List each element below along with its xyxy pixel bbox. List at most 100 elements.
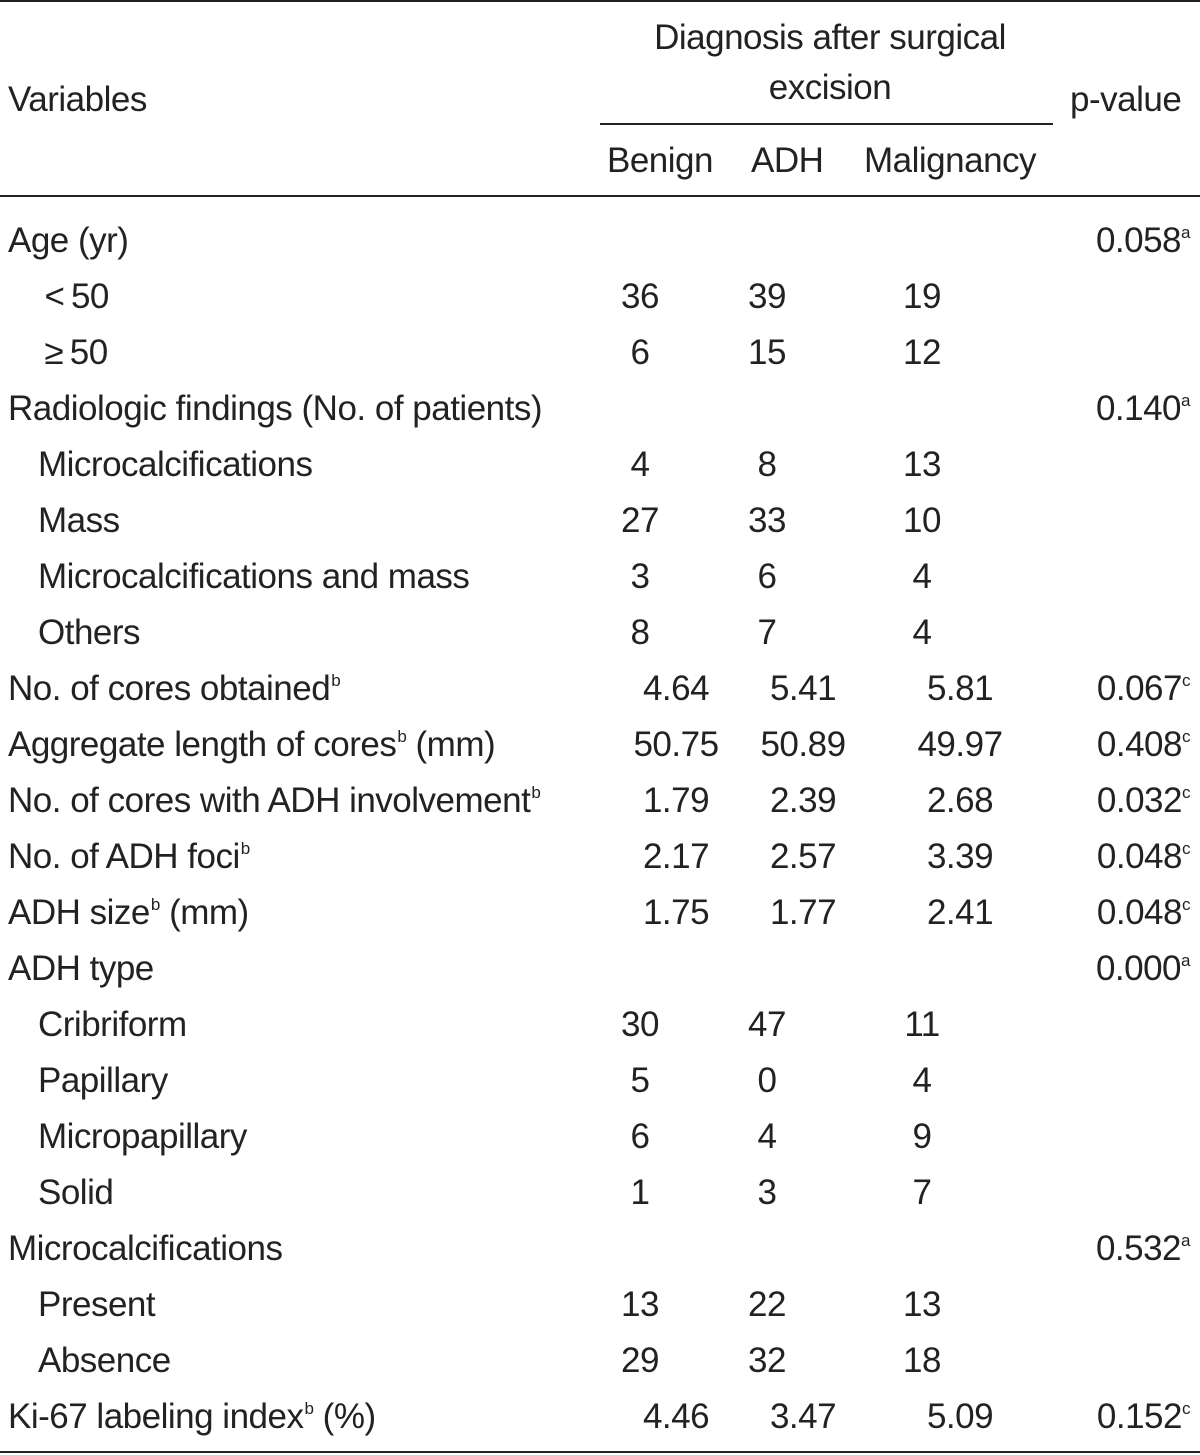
header-group-title-line1: Diagnosis after surgical (654, 18, 1006, 57)
cell-benign: 50.75 (633, 725, 719, 764)
cell-benign: 4 (630, 445, 650, 484)
pvalue-text: 0.408 (1096, 725, 1183, 764)
header-adh: ADH (751, 141, 824, 180)
pvalue-text: 0.532 (1095, 1229, 1182, 1268)
row-label-unit: (%) (313, 1397, 376, 1436)
row-label-text: Radiologic findings (No. of patients) (8, 389, 543, 428)
pvalue-footnote: c (1182, 1399, 1191, 1418)
row-label: Mass (38, 501, 120, 541)
cell-malignancy: 11 (904, 1005, 940, 1044)
cell-benign: 5 (630, 1061, 650, 1100)
row-label-text: Micropapillary (38, 1117, 247, 1156)
cell-malignancy: 18 (903, 1341, 941, 1380)
cell-malignancy: 4 (912, 1061, 932, 1100)
row-label: < 50 (38, 277, 110, 317)
cell-adh: 7 (757, 613, 777, 652)
row-label-footnote: b (304, 1399, 314, 1418)
cell-adh: 1.77 (769, 893, 837, 932)
row-label: Solid (38, 1173, 114, 1213)
pvalue-text: 0.048 (1096, 837, 1183, 876)
cell-adh: 33 (748, 501, 786, 540)
cell-benign: 1 (630, 1173, 650, 1212)
row-label: Age (yr) (8, 221, 129, 261)
cell-benign: 8 (630, 613, 650, 652)
row-label-text: No. of cores with ADH involvement (8, 781, 531, 820)
pvalue-text: 0.140 (1095, 389, 1182, 428)
cell-pvalue: 0.408c (1096, 725, 1191, 771)
cell-benign: 13 (621, 1285, 659, 1324)
pvalue-footnote: a (1181, 223, 1190, 242)
cell-pvalue: 0.048c (1096, 837, 1191, 883)
row-label-footnote: b (531, 783, 541, 802)
cell-benign: 30 (621, 1005, 659, 1044)
row-label: Others (38, 613, 141, 653)
cell-adh: 47 (748, 1005, 786, 1044)
cell-adh: 0 (757, 1061, 777, 1100)
row-label-text: Cribriform (38, 1005, 187, 1044)
row-label: Microcalcifications and mass (38, 557, 470, 597)
row-label-footnote: b (397, 727, 407, 746)
row-label-text: < 50 (38, 277, 110, 316)
header-bottom-rule (0, 195, 1200, 197)
cell-adh: 32 (748, 1341, 786, 1380)
cell-malignancy: 2.41 (926, 893, 994, 932)
header-benign: Benign (607, 141, 713, 180)
row-label: ADH type (8, 949, 154, 989)
row-label: Radiologic findings (No. of patients) (8, 389, 543, 429)
row-label-unit: (mm) (159, 893, 249, 932)
header-variables: Variables (8, 80, 147, 119)
pvalue-text: 0.152 (1096, 1397, 1183, 1436)
cell-malignancy: 49.97 (917, 725, 1003, 764)
row-label: Cribriform (38, 1005, 187, 1045)
row-label: Papillary (38, 1061, 168, 1101)
row-label: Ki-67 labeling indexb (%) (8, 1397, 376, 1443)
cell-malignancy: 12 (903, 333, 941, 372)
cell-pvalue: 0.067c (1096, 669, 1191, 715)
cell-benign: 6 (630, 333, 650, 372)
pvalue-footnote: c (1182, 783, 1191, 802)
header-group-title-line2: excision (768, 68, 892, 107)
row-label: ADH sizeb (mm) (8, 893, 249, 939)
pvalue-text: 0.067 (1096, 669, 1183, 708)
bottom-rule (0, 1451, 1200, 1453)
row-label-text: Papillary (38, 1061, 168, 1100)
cell-adh: 4 (757, 1117, 777, 1156)
cell-adh: 15 (748, 333, 786, 372)
row-label-text: ADH type (8, 949, 154, 988)
cell-malignancy: 5.09 (926, 1397, 994, 1436)
row-label-text: Absence (38, 1341, 171, 1380)
cell-adh: 2.57 (769, 837, 837, 876)
header-malignancy: Malignancy (864, 141, 1037, 180)
row-label: Microcalcifications (38, 445, 313, 485)
cell-malignancy: 13 (903, 1285, 941, 1324)
cell-malignancy: 4 (912, 613, 932, 652)
row-label-text: Microcalcifications (38, 445, 313, 484)
row-label-text: Aggregate length of cores (8, 725, 397, 764)
pvalue-footnote: c (1182, 839, 1191, 858)
cell-benign: 27 (621, 501, 659, 540)
row-label-text: Microcalcifications (8, 1229, 283, 1268)
cell-adh: 3.47 (769, 1397, 837, 1436)
row-label-text: ADH size (8, 893, 150, 932)
cell-adh: 5.41 (769, 669, 837, 708)
cell-pvalue: 0.048c (1096, 893, 1191, 939)
pvalue-footnote: a (1181, 391, 1190, 410)
cell-malignancy: 7 (912, 1173, 932, 1212)
pvalue-text: 0.048 (1096, 893, 1183, 932)
row-label-text: Microcalcifications and mass (38, 557, 470, 596)
row-label-text: Solid (38, 1173, 114, 1212)
cell-benign: 6 (630, 1117, 650, 1156)
top-rule (0, 0, 1200, 2)
row-label: Microcalcifications (8, 1229, 283, 1269)
cell-adh: 8 (757, 445, 777, 484)
cell-benign: 4.64 (642, 669, 710, 708)
row-label: No. of ADH focib (8, 837, 250, 883)
pvalue-text: 0.058 (1095, 221, 1182, 260)
pvalue-footnote: c (1182, 671, 1191, 690)
cell-pvalue: 0.152c (1096, 1397, 1191, 1443)
pvalue-footnote: a (1181, 1231, 1190, 1250)
cell-adh: 50.89 (760, 725, 846, 764)
cell-malignancy: 9 (912, 1117, 932, 1156)
cell-malignancy: 19 (903, 277, 941, 316)
row-label-text: Mass (38, 501, 120, 540)
